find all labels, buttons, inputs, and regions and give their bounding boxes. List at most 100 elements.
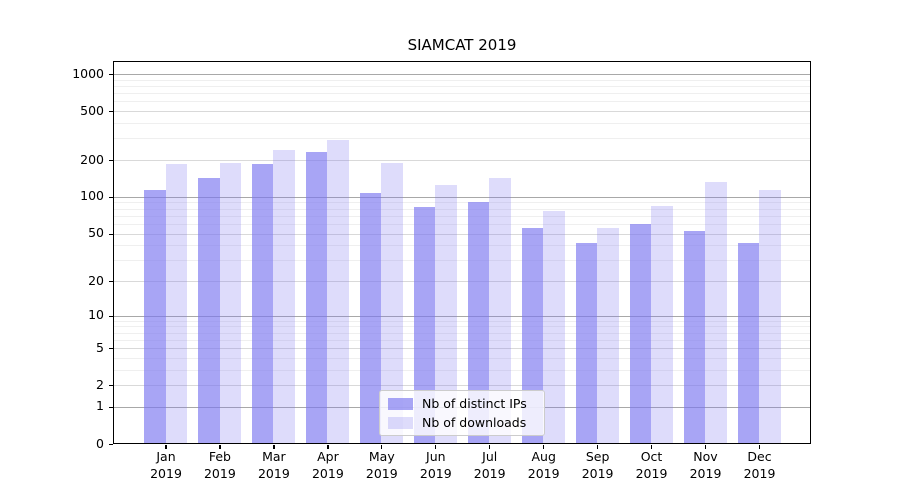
y-tick xyxy=(109,406,113,409)
bar-distinct-ips xyxy=(737,242,759,444)
bar-downloads xyxy=(435,184,457,444)
bar-distinct-ips xyxy=(413,206,436,444)
bar-downloads xyxy=(219,163,241,444)
y-tick-label: 50 xyxy=(88,225,104,240)
legend-swatch-distinct-ips xyxy=(388,397,413,410)
bar-downloads xyxy=(327,139,349,444)
minor-gridline xyxy=(113,260,811,262)
major-gridline xyxy=(113,74,811,75)
y-tick-label: 10 xyxy=(88,307,104,323)
y-tick-label: 1 xyxy=(96,398,104,414)
minor-gridline xyxy=(113,320,811,322)
x-tick xyxy=(543,444,545,449)
major-gridline xyxy=(113,111,811,113)
major-gridline xyxy=(113,233,811,235)
x-tick xyxy=(165,444,167,449)
y-tick xyxy=(109,111,113,113)
minor-gridline xyxy=(113,369,811,371)
minor-gridline xyxy=(113,339,811,341)
legend: Nb of distinct IPs Nb of downloads xyxy=(379,390,545,436)
x-tick xyxy=(219,444,221,449)
x-tick-label: Feb 2019 xyxy=(203,449,236,481)
major-gridline xyxy=(113,385,811,387)
legend-item-distinct-ips: Nb of distinct IPs xyxy=(388,396,536,411)
bar-distinct-ips xyxy=(467,202,490,444)
minor-gridline xyxy=(113,93,811,95)
major-gridline xyxy=(113,348,811,350)
x-tick xyxy=(704,444,707,449)
bar-downloads xyxy=(759,189,781,444)
bar-downloads xyxy=(273,149,295,444)
y-tick xyxy=(109,385,113,387)
bar-distinct-ips xyxy=(521,227,544,444)
bar-distinct-ips xyxy=(144,189,166,444)
bar-downloads xyxy=(651,205,673,444)
bar-distinct-ips xyxy=(575,242,598,444)
minor-gridline xyxy=(113,215,811,217)
bar-distinct-ips xyxy=(305,151,328,444)
major-gridline xyxy=(113,315,811,317)
legend-label-distinct-ips: Nb of distinct IPs xyxy=(422,396,527,411)
major-gridline xyxy=(113,281,811,282)
y-tick-label: 100 xyxy=(80,188,104,204)
x-tick-label: Oct 2019 xyxy=(635,449,668,481)
minor-gridline xyxy=(113,223,811,225)
y-tick xyxy=(109,160,113,162)
x-tick xyxy=(597,444,599,449)
x-tick xyxy=(650,444,653,449)
y-tick xyxy=(109,444,113,446)
y-tick xyxy=(109,281,113,283)
major-gridline xyxy=(113,196,811,198)
y-tick xyxy=(109,74,113,76)
minor-gridline xyxy=(113,86,811,87)
x-tick xyxy=(758,444,761,449)
bar-distinct-ips xyxy=(251,163,274,444)
y-tick xyxy=(109,315,113,317)
bar-downloads xyxy=(543,210,565,444)
minor-gridline xyxy=(113,101,811,103)
chart-title: SIAMCAT 2019 xyxy=(407,36,517,54)
minor-gridline xyxy=(113,332,811,334)
minor-gridline xyxy=(113,208,811,210)
bar-downloads xyxy=(705,181,727,444)
x-tick xyxy=(273,444,275,449)
plot-area: Nb of distinct IPs Nb of downloads xyxy=(113,61,811,444)
x-tick-label: Dec 2019 xyxy=(743,449,776,481)
x-tick-label: Mar 2019 xyxy=(257,449,290,481)
x-tick-label: Jan 2019 xyxy=(150,449,182,481)
y-tick-label: 20 xyxy=(88,272,104,288)
x-tick-label: Aug 2019 xyxy=(527,449,560,481)
bar-distinct-ips xyxy=(198,177,220,444)
legend-label-downloads: Nb of downloads xyxy=(422,415,527,430)
x-tick-label: May 2019 xyxy=(365,449,398,481)
y-tick xyxy=(109,196,113,199)
y-tick-label: 0 xyxy=(96,435,104,451)
major-gridline xyxy=(113,160,811,161)
minor-gridline xyxy=(113,245,811,247)
y-tick-label: 5 xyxy=(96,339,104,355)
minor-gridline xyxy=(113,123,811,124)
y-tick-label: 2 xyxy=(96,376,104,392)
minor-gridline xyxy=(113,326,811,328)
x-tick-label: Jul 2019 xyxy=(473,449,506,481)
y-tick-label: 1000 xyxy=(72,65,104,81)
minor-gridline xyxy=(113,357,811,359)
y-tick xyxy=(109,233,113,235)
minor-gridline xyxy=(113,138,811,140)
x-tick-label: Apr 2019 xyxy=(311,449,344,481)
x-tick-label: Sep 2019 xyxy=(581,449,614,481)
x-tick xyxy=(489,444,491,449)
y-tick xyxy=(109,348,113,350)
legend-item-downloads: Nb of downloads xyxy=(388,415,536,430)
bar-distinct-ips xyxy=(629,223,651,444)
bar-downloads xyxy=(489,177,511,444)
bar-distinct-ips xyxy=(683,231,705,444)
bar-downloads xyxy=(165,163,187,444)
y-tick-label: 200 xyxy=(80,151,104,167)
y-tick-label: 500 xyxy=(80,102,104,118)
minor-gridline xyxy=(113,202,811,204)
minor-gridline xyxy=(113,79,811,81)
legend-swatch-downloads xyxy=(388,416,413,429)
x-tick xyxy=(381,444,383,449)
